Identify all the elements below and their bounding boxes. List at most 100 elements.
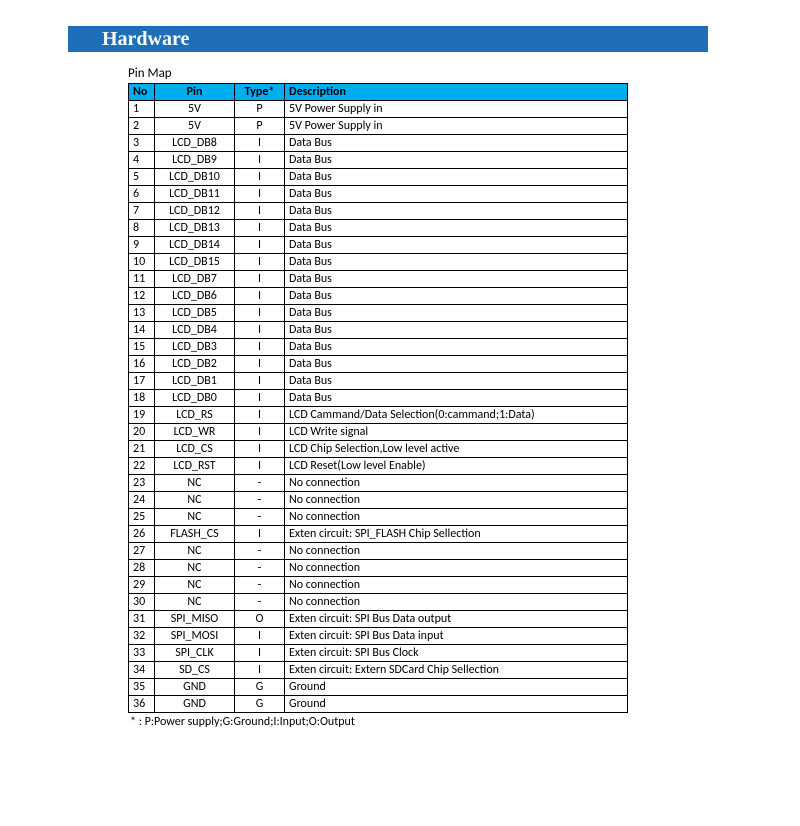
table-row: 5LCD_DB10IData Bus bbox=[129, 169, 628, 186]
cell-type: I bbox=[235, 169, 285, 186]
cell-desc: Data Bus bbox=[285, 288, 628, 305]
cell-no: 6 bbox=[129, 186, 155, 203]
cell-pin: LCD_RS bbox=[155, 407, 235, 424]
cell-desc: Data Bus bbox=[285, 305, 628, 322]
cell-no: 12 bbox=[129, 288, 155, 305]
cell-desc: LCD Reset(Low level Enable) bbox=[285, 458, 628, 475]
pin-map-table: No Pin Type* Description 15VP5V Power Su… bbox=[128, 83, 628, 713]
cell-type: P bbox=[235, 101, 285, 118]
cell-type: I bbox=[235, 424, 285, 441]
cell-no: 23 bbox=[129, 475, 155, 492]
table-row: 14LCD_DB4IData Bus bbox=[129, 322, 628, 339]
table-row: 8LCD_DB13IData Bus bbox=[129, 220, 628, 237]
cell-pin: FLASH_CS bbox=[155, 526, 235, 543]
table-row: 11LCD_DB7IData Bus bbox=[129, 271, 628, 288]
cell-pin: LCD_DB14 bbox=[155, 237, 235, 254]
cell-no: 29 bbox=[129, 577, 155, 594]
cell-pin: NC bbox=[155, 594, 235, 611]
cell-pin: NC bbox=[155, 492, 235, 509]
table-caption: Pin Map bbox=[128, 66, 668, 81]
cell-pin: LCD_DB12 bbox=[155, 203, 235, 220]
cell-type: - bbox=[235, 577, 285, 594]
cell-pin: NC bbox=[155, 509, 235, 526]
table-row: 6LCD_DB11IData Bus bbox=[129, 186, 628, 203]
cell-type: I bbox=[235, 288, 285, 305]
cell-pin: LCD_DB4 bbox=[155, 322, 235, 339]
cell-desc: No connection bbox=[285, 560, 628, 577]
cell-no: 17 bbox=[129, 373, 155, 390]
cell-no: 22 bbox=[129, 458, 155, 475]
cell-type: I bbox=[235, 390, 285, 407]
cell-desc: Data Bus bbox=[285, 169, 628, 186]
cell-no: 19 bbox=[129, 407, 155, 424]
table-row: 15LCD_DB3IData Bus bbox=[129, 339, 628, 356]
cell-desc: LCD Cammand/Data Selection(0:cammand;1:D… bbox=[285, 407, 628, 424]
cell-type: - bbox=[235, 475, 285, 492]
cell-desc: Ground bbox=[285, 679, 628, 696]
cell-pin: LCD_DB2 bbox=[155, 356, 235, 373]
cell-type: - bbox=[235, 492, 285, 509]
col-header-desc: Description bbox=[285, 84, 628, 101]
cell-pin: NC bbox=[155, 475, 235, 492]
cell-no: 9 bbox=[129, 237, 155, 254]
cell-desc: Data Bus bbox=[285, 322, 628, 339]
cell-desc: No connection bbox=[285, 509, 628, 526]
cell-desc: Exten circuit: SPI Bus Data input bbox=[285, 628, 628, 645]
cell-no: 13 bbox=[129, 305, 155, 322]
cell-no: 21 bbox=[129, 441, 155, 458]
table-row: 16LCD_DB2IData Bus bbox=[129, 356, 628, 373]
cell-desc: LCD Chip Selection,Low level active bbox=[285, 441, 628, 458]
cell-no: 25 bbox=[129, 509, 155, 526]
cell-no: 7 bbox=[129, 203, 155, 220]
cell-desc: Data Bus bbox=[285, 390, 628, 407]
col-header-no: No bbox=[129, 84, 155, 101]
table-row: 4LCD_DB9IData Bus bbox=[129, 152, 628, 169]
table-row: 20LCD_WRILCD Write signal bbox=[129, 424, 628, 441]
cell-pin: LCD_DB7 bbox=[155, 271, 235, 288]
cell-pin: LCD_DB6 bbox=[155, 288, 235, 305]
table-footnote: * : P:Power supply;G:Ground;I:Input;O:Ou… bbox=[128, 715, 668, 729]
cell-no: 16 bbox=[129, 356, 155, 373]
col-header-pin: Pin bbox=[155, 84, 235, 101]
table-body: 15VP5V Power Supply in25VP5V Power Suppl… bbox=[129, 101, 628, 713]
cell-pin: GND bbox=[155, 679, 235, 696]
cell-desc: Data Bus bbox=[285, 254, 628, 271]
cell-no: 34 bbox=[129, 662, 155, 679]
table-row: 29NC-No connection bbox=[129, 577, 628, 594]
cell-pin: SPI_CLK bbox=[155, 645, 235, 662]
cell-type: I bbox=[235, 220, 285, 237]
cell-no: 5 bbox=[129, 169, 155, 186]
cell-pin: LCD_DB15 bbox=[155, 254, 235, 271]
cell-desc: Data Bus bbox=[285, 135, 628, 152]
cell-pin: LCD_DB5 bbox=[155, 305, 235, 322]
cell-type: I bbox=[235, 526, 285, 543]
cell-no: 14 bbox=[129, 322, 155, 339]
cell-type: I bbox=[235, 271, 285, 288]
table-row: 7LCD_DB12IData Bus bbox=[129, 203, 628, 220]
cell-no: 27 bbox=[129, 543, 155, 560]
cell-desc: Data Bus bbox=[285, 152, 628, 169]
cell-pin: SD_CS bbox=[155, 662, 235, 679]
table-row: 35GNDGGround bbox=[129, 679, 628, 696]
cell-type: I bbox=[235, 203, 285, 220]
cell-desc: Data Bus bbox=[285, 237, 628, 254]
cell-type: I bbox=[235, 645, 285, 662]
table-row: 34SD_CSIExten circuit: Extern SDCard Chi… bbox=[129, 662, 628, 679]
cell-pin: LCD_DB8 bbox=[155, 135, 235, 152]
cell-type: G bbox=[235, 696, 285, 713]
cell-pin: SPI_MOSI bbox=[155, 628, 235, 645]
table-row: 12LCD_DB6IData Bus bbox=[129, 288, 628, 305]
cell-type: I bbox=[235, 254, 285, 271]
cell-no: 1 bbox=[129, 101, 155, 118]
table-row: 15VP5V Power Supply in bbox=[129, 101, 628, 118]
cell-type: I bbox=[235, 373, 285, 390]
cell-desc: No connection bbox=[285, 492, 628, 509]
cell-desc: Data Bus bbox=[285, 373, 628, 390]
cell-pin: LCD_WR bbox=[155, 424, 235, 441]
cell-pin: NC bbox=[155, 577, 235, 594]
cell-type: O bbox=[235, 611, 285, 628]
cell-pin: 5V bbox=[155, 101, 235, 118]
cell-no: 11 bbox=[129, 271, 155, 288]
cell-type: I bbox=[235, 407, 285, 424]
cell-desc: Data Bus bbox=[285, 220, 628, 237]
